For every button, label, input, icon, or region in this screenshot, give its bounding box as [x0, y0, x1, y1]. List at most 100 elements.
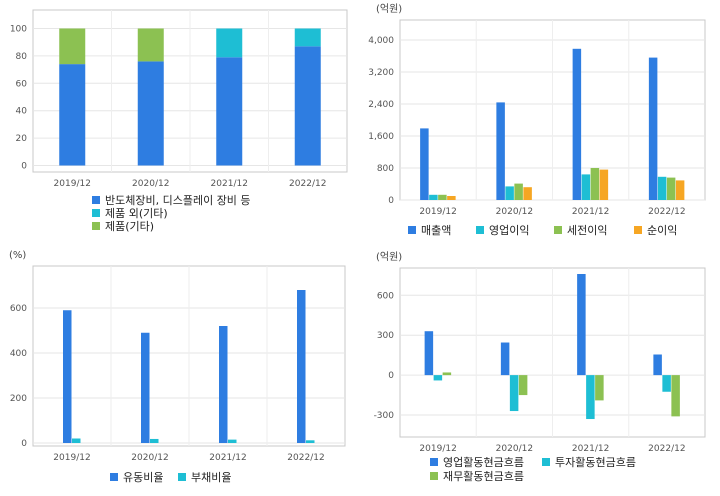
- bar: [509, 375, 519, 412]
- bar: [675, 180, 685, 200]
- bar: [657, 176, 667, 200]
- bar: [429, 194, 438, 200]
- unit-label: (억원): [376, 251, 402, 263]
- y-tick-label: 40: [16, 107, 28, 117]
- legend-swatch: [542, 458, 550, 466]
- x-tick-label: 2021/12: [572, 444, 609, 454]
- x-tick-label: 2021/12: [211, 179, 248, 189]
- bar: [662, 375, 671, 392]
- bar: [523, 187, 532, 200]
- legend-swatch: [92, 196, 100, 204]
- bar: [595, 375, 604, 401]
- bar: [137, 61, 164, 166]
- bar: [590, 168, 600, 200]
- y-tick-label: 100: [10, 25, 27, 35]
- unit-label: (억원): [376, 3, 402, 15]
- legend-swatch: [476, 226, 484, 234]
- cashflow-chart-panel: (억원) -300 0 300 600 2019/12 2020/12 2021/12 2022…: [360, 248, 720, 496]
- x-tick-label: 2019/12: [419, 444, 456, 454]
- bar: [63, 310, 72, 443]
- ratio-chart-panel: (%) 0 200 400 600 2019/12 2020/12 2021/12 2022/1…: [0, 248, 360, 496]
- y-tick-label: 60: [16, 79, 28, 89]
- cashflow-chart-svg: (억원) -300 0 300 600 2019/12 2020/12 2021/12 2022…: [374, 251, 706, 483]
- y-tick-label: 80: [16, 52, 28, 62]
- legend-label: 제품 외(기타): [105, 207, 168, 220]
- bar: [500, 342, 510, 376]
- x-tick-label: 2022/12: [648, 207, 685, 217]
- legend-label: 매출액: [421, 224, 451, 237]
- y-tick-label: 0: [388, 371, 394, 381]
- legend-swatch: [634, 226, 642, 234]
- legend-label: 영업이익: [489, 224, 529, 237]
- bar: [424, 331, 434, 376]
- bar: [505, 186, 514, 200]
- legend-label: 영업활동현금흐름: [443, 455, 524, 469]
- bar: [599, 169, 609, 200]
- legend-swatch: [408, 226, 416, 234]
- y-tick-label: 2,400: [368, 100, 394, 110]
- bar: [72, 438, 81, 443]
- bar: [648, 57, 658, 200]
- bar: [59, 28, 86, 65]
- x-tick-label: 2021/12: [209, 453, 246, 463]
- legend-swatch: [92, 222, 100, 230]
- legend-label: 순이익: [647, 224, 677, 237]
- legend-label: 유동비율: [123, 471, 163, 484]
- y-tick-label: 4,000: [368, 36, 394, 46]
- bar: [216, 28, 243, 58]
- y-tick-label: 20: [16, 134, 28, 144]
- bar: [447, 196, 456, 200]
- legend-label: 재무활동현금흐름: [443, 469, 524, 483]
- y-tick-label: 3,200: [368, 68, 394, 78]
- bar: [141, 332, 150, 443]
- x-tick-label: 2020/12: [496, 207, 533, 217]
- bar: [666, 177, 676, 200]
- bar: [518, 375, 528, 396]
- bar: [297, 290, 306, 443]
- legend-swatch: [430, 458, 438, 466]
- bar: [572, 48, 582, 200]
- bar: [294, 28, 321, 47]
- bar: [59, 64, 86, 166]
- y-tick-label: -300: [374, 411, 395, 421]
- x-tick-label: 2019/12: [54, 179, 91, 189]
- income-chart-panel: (억원) 0 800 1,600 2,400 3,200 4,000 2019/12 2020/…: [360, 0, 720, 248]
- x-tick-label: 2022/12: [648, 444, 685, 454]
- bar: [514, 183, 523, 200]
- x-tick-label: 2020/12: [132, 179, 169, 189]
- y-tick-label: 600: [377, 291, 394, 301]
- y-tick-label: 600: [10, 304, 27, 314]
- y-tick-label: 0: [21, 162, 27, 172]
- bar: [306, 440, 315, 443]
- ratios-chart-svg: (%) 0 200 400 600 2019/12 2020/12 2021/12 2022/1…: [9, 250, 346, 484]
- y-tick-label: 400: [10, 349, 27, 359]
- bar: [294, 46, 321, 166]
- legend-swatch: [430, 472, 438, 480]
- bar: [496, 102, 505, 200]
- y-tick-label: 800: [377, 164, 394, 174]
- income-chart-svg: (억원) 0 800 1,600 2,400 3,200 4,000 2019/12 2020/…: [368, 3, 706, 237]
- legend-swatch: [110, 473, 118, 481]
- composition-chart-panel: 0 20 40 60 80 100 2019/12 2020/12 2021/12 2022/12…: [0, 0, 360, 248]
- bar: [219, 326, 228, 443]
- bar: [150, 438, 159, 443]
- bar: [438, 194, 447, 200]
- legend-swatch: [92, 209, 100, 217]
- bar: [671, 375, 680, 417]
- bar: [586, 375, 595, 420]
- x-tick-label: 2022/12: [289, 179, 326, 189]
- composition-chart-svg: 0 20 40 60 80 100 2019/12 2020/12 2021/12 2022/12…: [10, 9, 348, 233]
- legend-label: 제품(기타): [105, 220, 154, 233]
- x-tick-label: 2019/12: [53, 453, 90, 463]
- x-tick-label: 2020/12: [131, 453, 168, 463]
- x-tick-label: 2020/12: [496, 444, 533, 454]
- y-tick-label: 200: [10, 394, 27, 404]
- unit-label: (%): [9, 250, 26, 261]
- legend-label: 부채비율: [191, 471, 231, 484]
- legend-label: 반도체장비, 디스플레이 장비 등: [105, 194, 251, 207]
- y-tick-label: 0: [388, 196, 394, 206]
- bar: [653, 354, 662, 376]
- bar: [137, 28, 164, 62]
- legend-swatch: [178, 473, 186, 481]
- y-tick-label: 300: [377, 331, 394, 341]
